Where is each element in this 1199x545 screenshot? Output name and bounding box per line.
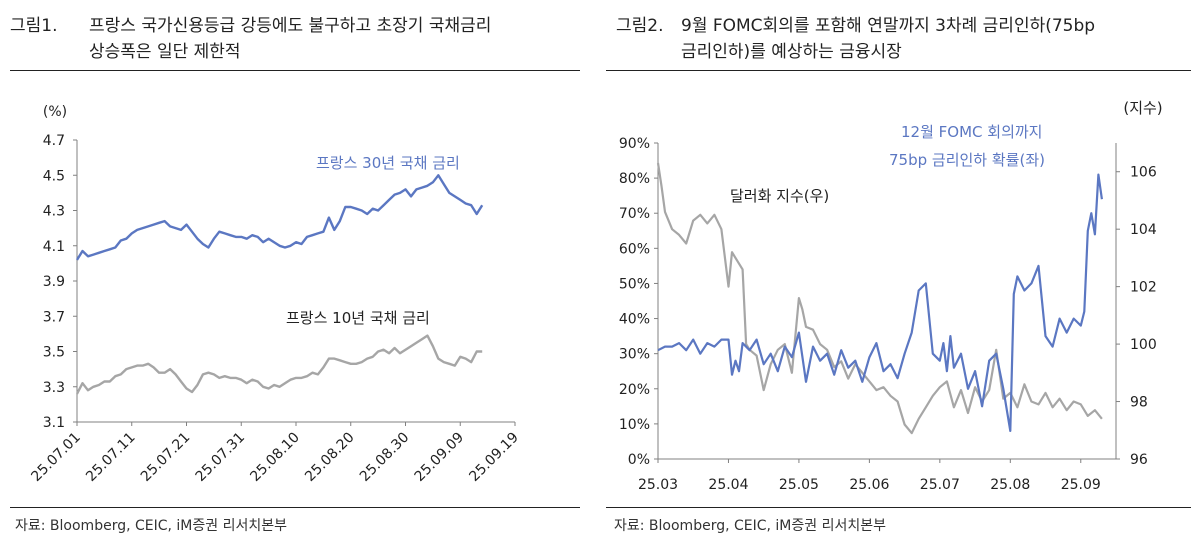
y-tick-label: 4.5 — [43, 168, 65, 184]
left-y-tick-label: 40% — [619, 312, 650, 328]
y-tick-label: 3.5 — [43, 345, 65, 361]
left-y-tick-label: 10% — [619, 417, 650, 433]
figure1-chart: (%)4.74.54.34.13.93.73.53.33.125.07.01 25… — [28, 104, 521, 485]
x-tick-label: 25.03 — [638, 477, 678, 493]
figure2-source-rule — [606, 507, 1191, 508]
figure2-chart: (지수) 0% 10% 20% 30% 40% 50% 60% 70% 80% 90% 96 98 100… — [619, 99, 1163, 493]
right-y-tick-label: 98 — [1130, 395, 1148, 411]
x-tick-label: 25.07 — [920, 477, 960, 493]
x-tick-label: 25.06 — [849, 477, 889, 493]
left-y-tick-label: 20% — [619, 382, 650, 398]
x-tick-label: 25.07.01 — [28, 430, 83, 485]
x-tick-label: 25.08 — [990, 477, 1030, 493]
x-tick-label: 25.09 — [1061, 477, 1101, 493]
probability-annotation-line1: 12월 FOMC 회의까지 — [901, 123, 1042, 141]
fr30-annotation: 프랑스 30년 국채 금리 — [316, 154, 460, 172]
y-tick-label: 4.1 — [43, 239, 65, 255]
fr10-line — [75, 334, 483, 395]
right-y-tick-label: 106 — [1130, 165, 1157, 181]
x-tick-label: 25.09.19 — [466, 430, 521, 485]
figure2-source: 자료: Bloomberg, CEIC, iM증권 리서치본부 — [614, 518, 886, 534]
figure2-title-line2: 금리인하)를 예상하는 금융시장 — [681, 42, 902, 62]
x-tick-label: 25.04 — [708, 477, 748, 493]
x-tick-label: 25.05 — [779, 477, 819, 493]
y-tick-label: 3.7 — [43, 309, 65, 325]
x-tick-label: 25.09.09 — [412, 430, 467, 485]
x-tick-label: 25.07.11 — [83, 430, 138, 485]
right-y-tick-label: 104 — [1130, 222, 1157, 238]
left-y-tick-label: 90% — [619, 136, 650, 152]
figure1-source: 자료: Bloomberg, CEIC, iM증권 리서치본부 — [15, 518, 287, 534]
figure1-title-line1: 프랑스 국가신용등급 강등에도 불구하고 초장기 국채금리 — [89, 16, 492, 36]
x-tick-label: 25.08.30 — [357, 430, 412, 485]
figure2-title-line1: 9월 FOMC회의를 포함해 연말까지 3차례 금리인하(75bp — [681, 16, 1096, 36]
figure2-title-rule — [606, 70, 1191, 71]
y-tick-label: 3.9 — [43, 274, 65, 290]
figure1-source-rule — [10, 507, 580, 508]
dollar-index-line — [656, 162, 1103, 435]
x-tick-label: 25.08.20 — [302, 430, 357, 485]
right-axis-unit: (지수) — [1123, 99, 1162, 117]
left-y-tick-label: 70% — [619, 206, 650, 222]
y-tick-label: 4.7 — [43, 133, 65, 149]
y-tick-label: 3.1 — [43, 415, 65, 431]
y-axis-unit: (%) — [43, 104, 67, 120]
left-y-tick-label: 80% — [619, 171, 650, 187]
right-y-tick-label: 100 — [1130, 337, 1157, 353]
fr10-annotation: 프랑스 10년 국채 금리 — [286, 309, 430, 327]
y-tick-label: 3.3 — [43, 380, 65, 396]
y-tick-label: 4.3 — [43, 204, 65, 220]
left-y-tick-label: 30% — [619, 347, 650, 363]
figure1-title-line2: 상승폭은 일단 제한적 — [89, 42, 241, 62]
left-y-tick-label: 60% — [619, 241, 650, 257]
fr30-line — [75, 174, 484, 261]
dollar-index-annotation: 달러화 지수(우) — [730, 187, 829, 205]
figure1-panel: 그림1. 프랑스 국가신용등급 강등에도 불구하고 초장기 국채금리 상승폭은 … — [0, 0, 585, 545]
x-tick-label: 25.07.31 — [193, 430, 248, 485]
right-y-tick-label: 102 — [1130, 280, 1157, 296]
right-y-tick-label: 96 — [1130, 452, 1148, 468]
x-tick-label: 25.07.21 — [138, 430, 193, 485]
probability-annotation-line2: 75bp 금리인하 확률(좌) — [889, 151, 1045, 169]
figure1-title-number: 그림1. — [10, 16, 58, 36]
x-tick-label: 25.08.10 — [247, 430, 302, 485]
figure1-title-rule — [10, 70, 580, 71]
figure2-panel: 그림2. 9월 FOMC회의를 포함해 연말까지 3차례 금리인하(75bp 금… — [606, 0, 1199, 545]
figure2-title-number: 그림2. — [616, 16, 664, 36]
rate-cut-probability-line — [657, 173, 1103, 432]
left-y-tick-label: 50% — [619, 276, 650, 292]
left-y-tick-label: 0% — [628, 452, 650, 468]
